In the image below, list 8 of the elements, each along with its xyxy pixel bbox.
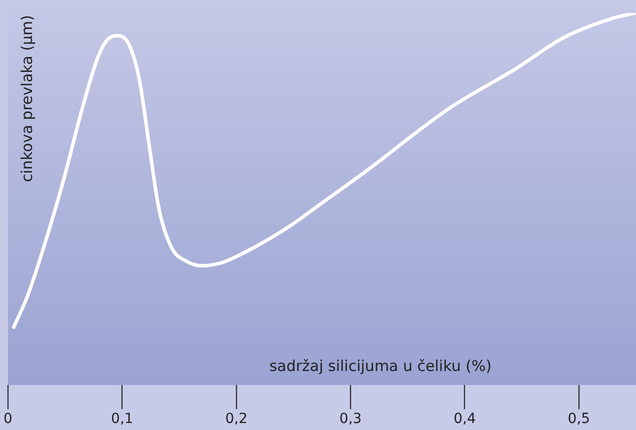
x-tick-label: 0,4 <box>454 411 476 428</box>
x-tick-label: 0,5 <box>568 411 590 428</box>
x-tick-label: 0,1 <box>111 411 134 428</box>
x-axis-title: sadržaj silicijuma u čeliku (%) <box>269 357 492 376</box>
y-axis-title: cinkova prevlaka (µm) <box>18 15 36 182</box>
x-tick-label: 0,3 <box>339 411 362 428</box>
x-tick-label: 0 <box>4 411 12 428</box>
x-tick-label: 0,2 <box>225 411 248 428</box>
